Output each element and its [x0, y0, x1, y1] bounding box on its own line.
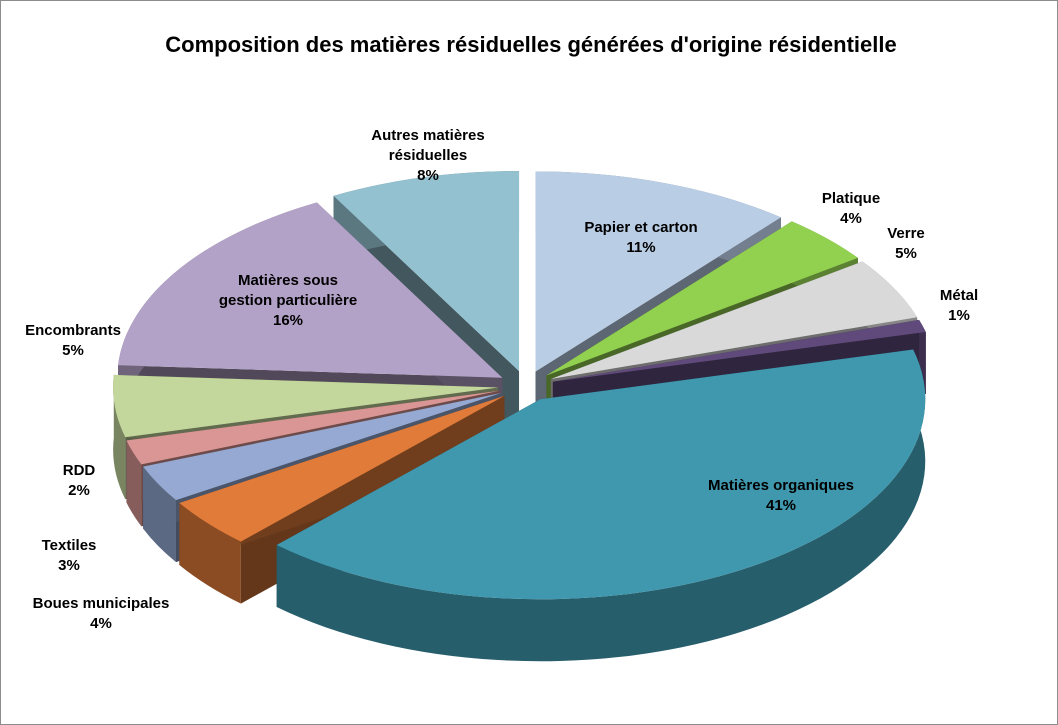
data-label: Papier et carton 11%	[541, 218, 741, 258]
data-label: Matières sous gestion particulière 16%	[218, 271, 358, 331]
value-label: 2%	[68, 482, 90, 499]
category-label: Matières organiques	[708, 477, 854, 494]
category-label: Textiles	[41, 537, 97, 554]
slice	[143, 392, 502, 501]
data-label: Matières organiques 41%	[651, 476, 911, 516]
value-label: 8%	[417, 167, 439, 184]
category-label: RDD	[62, 462, 96, 479]
value-label: 5%	[62, 342, 84, 359]
slice	[276, 349, 926, 600]
category-label: Papier et carton	[584, 219, 698, 236]
slice	[179, 395, 505, 542]
slice	[118, 202, 503, 378]
slice-side	[113, 374, 126, 500]
value-label: 16%	[272, 312, 304, 329]
slice-side	[126, 440, 142, 527]
value-label: 4%	[90, 615, 112, 632]
slice-side	[143, 466, 176, 563]
chart-title: Composition des matières résiduelles gén…	[165, 32, 897, 57]
category-label: Matières sous gestion particulière	[218, 272, 358, 309]
data-label: Boues municipales 4%	[1, 594, 201, 634]
slice	[550, 261, 918, 380]
category-label: Encombrants	[25, 322, 121, 339]
value-label: 1%	[948, 307, 970, 324]
slice	[535, 171, 781, 372]
value-label: 11%	[626, 239, 656, 256]
category-label: Verre	[887, 225, 925, 242]
value-label: 5%	[895, 245, 917, 262]
category-label: Boues municipales	[32, 595, 170, 612]
category-label: Métal	[939, 287, 979, 304]
data-label: Platique 4%	[811, 189, 891, 229]
data-label: Textiles 3%	[19, 536, 119, 576]
slice	[552, 319, 926, 382]
data-label: Verre 5%	[866, 224, 946, 264]
category-label: Autres matières résiduelles	[371, 127, 485, 164]
value-label: 4%	[840, 210, 862, 227]
slice	[126, 390, 500, 465]
slice-side	[276, 349, 926, 662]
data-label: Encombrants 5%	[8, 321, 138, 361]
slice	[546, 221, 858, 376]
slice	[333, 171, 520, 372]
data-label: RDD 2%	[39, 461, 119, 501]
slice-side	[179, 502, 241, 604]
value-label: 3%	[58, 557, 80, 574]
category-label: Platique	[821, 190, 881, 207]
data-label: Métal 1%	[919, 286, 999, 326]
slice	[113, 374, 499, 438]
value-label: 41%	[765, 497, 797, 514]
data-label: Autres matières résiduelles 8%	[348, 126, 508, 186]
